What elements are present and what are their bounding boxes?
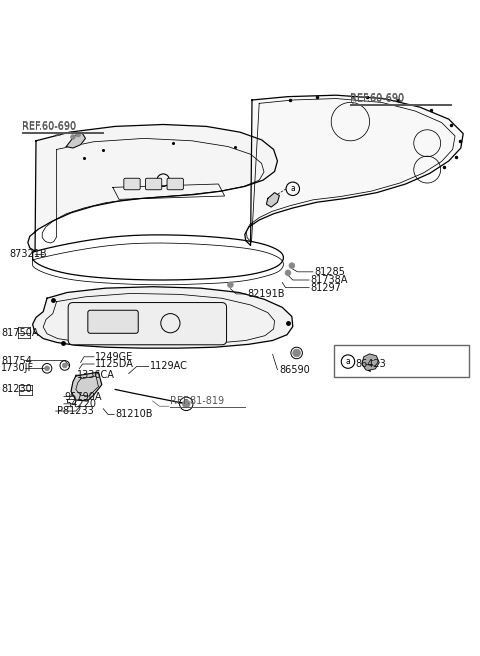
Text: 1730JF: 1730JF xyxy=(1,363,35,373)
Text: 54220: 54220 xyxy=(65,399,96,409)
Text: 1129AC: 1129AC xyxy=(150,361,188,371)
Polygon shape xyxy=(66,132,85,148)
Polygon shape xyxy=(266,193,279,207)
Text: 1125DA: 1125DA xyxy=(95,359,134,369)
Circle shape xyxy=(182,400,190,407)
Text: 95790A: 95790A xyxy=(65,392,102,401)
Text: 81738A: 81738A xyxy=(311,275,348,285)
Text: 1249GE: 1249GE xyxy=(95,352,133,362)
Circle shape xyxy=(293,349,300,357)
Polygon shape xyxy=(33,287,293,348)
Text: 81230: 81230 xyxy=(1,384,32,394)
Circle shape xyxy=(62,363,67,368)
Polygon shape xyxy=(362,354,379,371)
Text: 81210B: 81210B xyxy=(115,409,153,419)
Text: 81750A: 81750A xyxy=(1,328,39,338)
Text: 82191B: 82191B xyxy=(247,289,285,299)
FancyBboxPatch shape xyxy=(124,178,140,190)
Polygon shape xyxy=(28,125,277,251)
Bar xyxy=(334,345,469,377)
Text: 86590: 86590 xyxy=(279,365,310,375)
Text: 81285: 81285 xyxy=(314,267,345,277)
Text: REF.60-690: REF.60-690 xyxy=(22,122,76,132)
FancyBboxPatch shape xyxy=(88,310,138,333)
Circle shape xyxy=(76,132,81,137)
FancyBboxPatch shape xyxy=(68,302,227,345)
Text: REF.60-690: REF.60-690 xyxy=(350,93,405,104)
FancyBboxPatch shape xyxy=(145,178,162,190)
Text: a: a xyxy=(346,357,350,366)
Text: 81754: 81754 xyxy=(1,356,32,365)
Text: a: a xyxy=(290,184,295,194)
Text: REF.60-690: REF.60-690 xyxy=(350,94,405,104)
Text: 81297: 81297 xyxy=(311,283,341,293)
Circle shape xyxy=(289,262,295,268)
Text: 87321B: 87321B xyxy=(10,249,47,258)
Text: REF.81-819: REF.81-819 xyxy=(170,396,225,406)
Polygon shape xyxy=(71,372,102,401)
FancyBboxPatch shape xyxy=(167,178,183,190)
Text: P81233: P81233 xyxy=(57,406,94,416)
Polygon shape xyxy=(245,95,463,245)
Text: 1336CA: 1336CA xyxy=(77,370,115,380)
Circle shape xyxy=(71,134,75,139)
Text: REF.60-690: REF.60-690 xyxy=(22,121,76,131)
Text: 86423: 86423 xyxy=(355,359,386,369)
Circle shape xyxy=(45,366,49,371)
Circle shape xyxy=(285,270,291,276)
Circle shape xyxy=(228,282,233,288)
